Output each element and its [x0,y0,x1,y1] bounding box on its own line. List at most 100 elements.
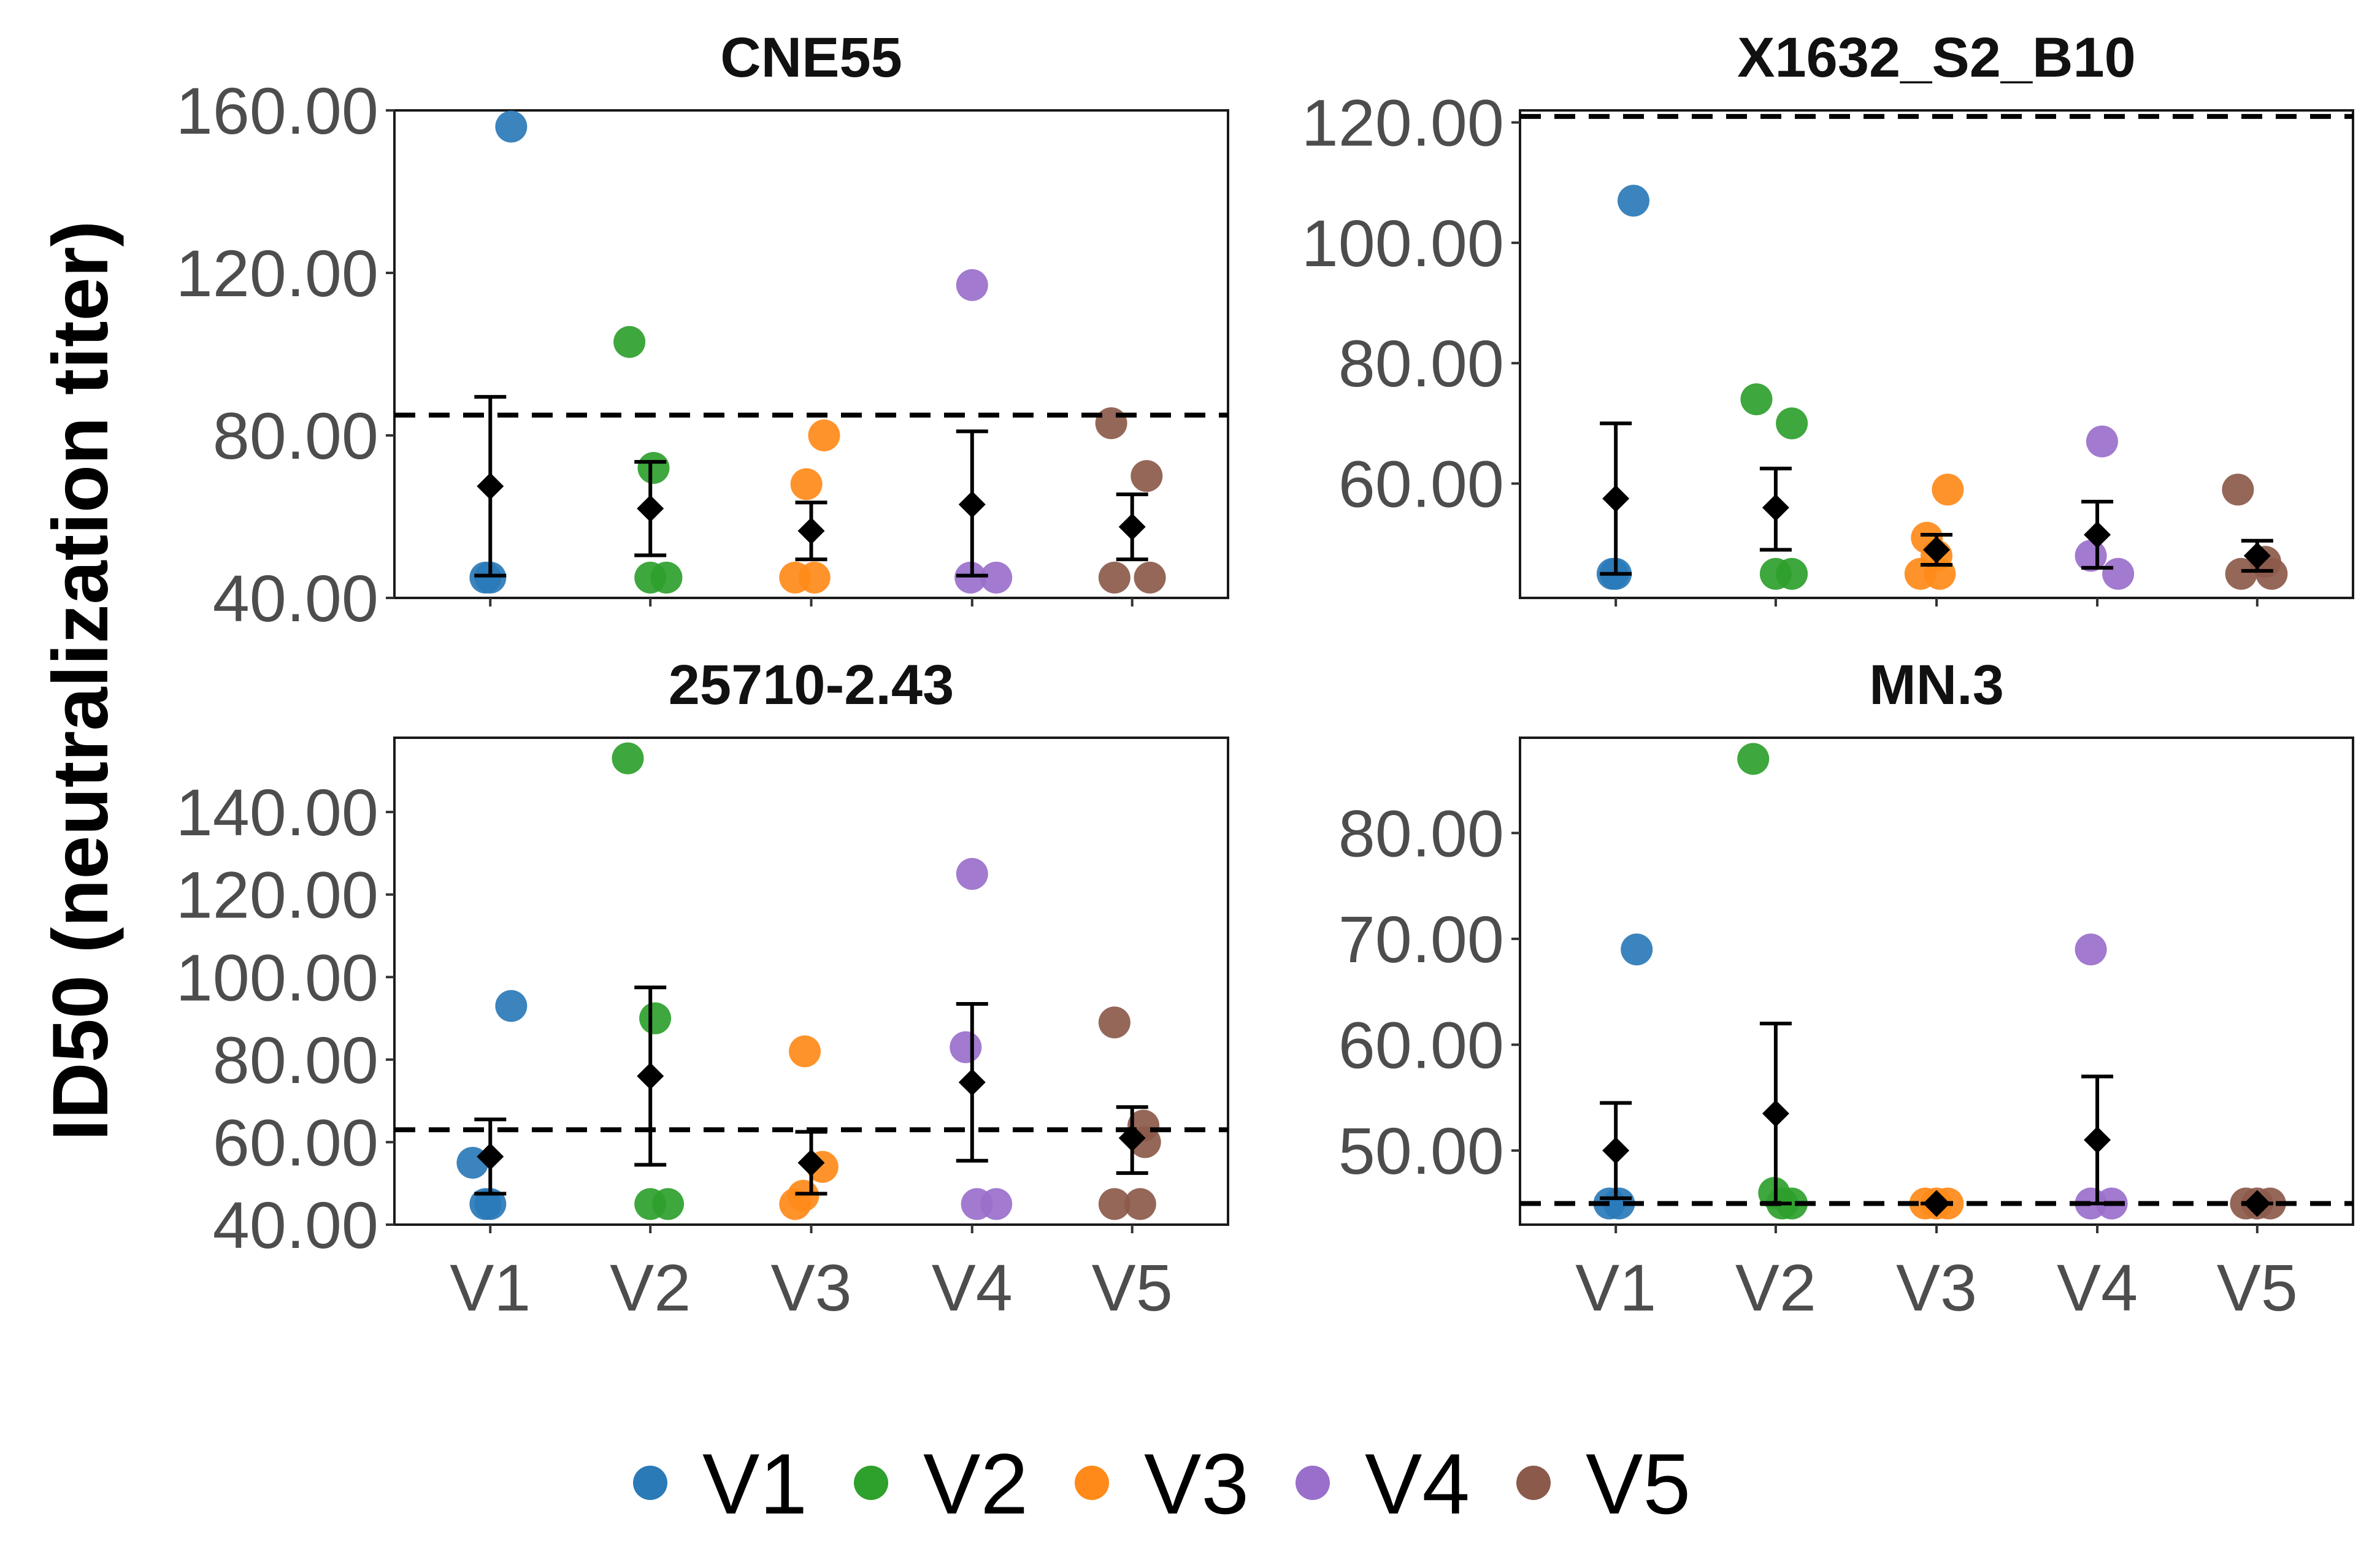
chart-panels: CNE55 40.00 80.00 120.00 160.00 X1632_S2_B10 6… [176,26,2354,1325]
legend-label: V4 [1365,1436,1470,1532]
y-tick-label: 60.00 [1338,1008,1504,1082]
mean-marker-v1 [1602,485,1630,513]
data-point-v5 [2222,473,2254,506]
data-point-v2 [639,1002,672,1035]
x-tick-label: V5 [1092,1250,1173,1325]
y-tick-label: 80.00 [1338,796,1504,870]
legend-swatch [1296,1466,1330,1500]
data-point-v1 [1603,1187,1635,1220]
data-point-v2 [650,561,683,594]
y-tick-label: 120.00 [1302,86,1504,160]
mean-marker-v5 [2243,1190,2271,1217]
panel-1: CNE55 40.00 80.00 120.00 160.00 [176,26,1229,635]
panel-title: X1632_S2_B10 [1737,26,2136,89]
mean-marker-v3 [797,1149,825,1177]
mean-marker-v4 [958,1068,986,1096]
mean-marker-v4 [2084,521,2111,548]
data-point-v2 [637,452,670,484]
mean-marker-v1 [1602,1137,1630,1165]
y-tick-label: 60.00 [1338,447,1504,521]
legend-swatch [633,1466,667,1500]
data-point-v5 [1098,561,1130,594]
mean-marker-v3 [1923,536,1950,564]
panel-title: CNE55 [720,26,902,89]
legend-swatch [854,1466,888,1500]
data-point-v4 [2102,557,2135,590]
mean-marker-v3 [1923,1190,1950,1217]
legend-item-v2: V2 [854,1436,1028,1532]
panel-title: 25710-2.43 [669,654,954,716]
x-tick-label: V3 [1896,1250,1977,1325]
y-tick-label: 40.00 [213,1188,378,1262]
x-tick-label: V1 [450,1250,531,1325]
data-point-v3 [789,1035,821,1068]
legend: V1 V2 V3 V4 V5 [633,1436,1691,1532]
data-point-v4 [980,1188,1013,1220]
data-point-v2 [1740,383,1773,416]
y-tick-label: 100.00 [1302,206,1504,280]
data-point-v2 [652,1188,685,1220]
data-point-v1 [474,1188,507,1220]
plot-frame [1519,737,2354,1226]
legend-label: V3 [1144,1436,1249,1532]
data-point-v1 [1621,933,1653,966]
data-point-v5 [1134,561,1166,594]
mean-marker-v5 [1118,513,1146,541]
mean-marker-v2 [637,1062,664,1090]
data-point-v4 [950,1031,982,1063]
data-point-v1 [495,990,528,1022]
data-point-v4 [954,561,987,594]
y-tick-label: 140.00 [176,775,378,849]
x-tick-label: V4 [932,1250,1013,1325]
mean-marker-v1 [477,1142,504,1170]
x-tick-label: V1 [1575,1250,1656,1325]
y-tick-label: 50.00 [1338,1114,1504,1188]
data-point-v4 [956,269,988,301]
legend-label: V2 [923,1436,1028,1532]
y-axis-label: ID50 (neutralization titer) [37,221,125,1141]
mean-marker-v2 [637,495,664,522]
data-point-v2 [1776,557,1808,590]
data-point-v5 [2225,557,2257,590]
x-tick-label: V3 [770,1250,851,1325]
data-point-v3 [808,419,840,451]
plot-frame [1519,109,2354,599]
mean-marker-v4 [958,491,986,518]
data-point-v4 [2086,425,2118,457]
data-point-v5 [1130,460,1163,492]
data-point-v4 [2075,933,2107,966]
data-point-v3 [1932,473,1964,506]
x-tick-label: V2 [1735,1250,1816,1325]
data-point-v2 [1737,743,1770,775]
panel-title: MN.3 [1869,654,2004,716]
y-tick-label: 100.00 [176,940,378,1014]
legend-item-v5: V5 [1516,1436,1691,1532]
mean-marker-v5 [1118,1124,1146,1152]
y-tick-label: 80.00 [213,1023,378,1097]
y-tick-label: 70.00 [1338,902,1504,976]
data-point-v5 [1098,1006,1130,1039]
y-tick-label: 120.00 [176,236,378,310]
data-point-v5 [1095,407,1127,440]
mean-marker-v4 [2084,1126,2111,1154]
data-point-v5 [1098,1188,1130,1220]
panel-4: MN.3 50.00 60.00 70.00 80.00 V1 V2 V3 V4 V5 [1338,654,2354,1325]
data-point-v2 [613,326,646,358]
data-point-v1 [495,110,528,143]
y-tick-label: 60.00 [213,1105,378,1179]
y-tick-label: 80.00 [213,399,378,473]
data-point-v1 [1618,185,1650,217]
x-tick-label: V2 [610,1250,691,1325]
legend-item-v3: V3 [1075,1436,1249,1532]
mean-marker-v3 [797,517,825,545]
legend-swatch [1075,1466,1109,1500]
legend-item-v1: V1 [633,1436,807,1532]
legend-label: V5 [1586,1436,1691,1532]
y-tick-label: 80.00 [1338,326,1504,400]
data-point-v1 [474,561,507,594]
data-point-v2 [612,742,644,775]
x-tick-label: V4 [2057,1250,2138,1325]
x-tick-label: V5 [2217,1250,2298,1325]
panel-3: 25710-2.43 40.00 60.00 80.00 100.00 120.00 140… [176,654,1229,1325]
